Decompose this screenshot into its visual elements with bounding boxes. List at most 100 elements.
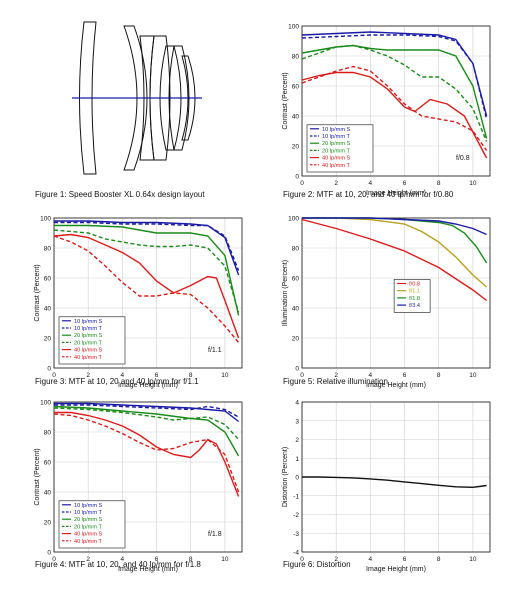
series-line-1 <box>54 221 240 271</box>
x-tick-label: 0 <box>52 556 56 563</box>
f-number-annotation: f/0.8 <box>456 155 470 162</box>
lens-layout-drawing <box>72 21 202 175</box>
x-tick-label: 4 <box>369 372 373 379</box>
x-tick-label: 0 <box>52 372 56 379</box>
y-tick-label: 80 <box>292 246 300 253</box>
y-tick-label: 40 <box>292 306 300 313</box>
x-tick-label: 6 <box>403 372 407 379</box>
x-tick-label: 8 <box>437 556 441 563</box>
series-line-1 <box>301 34 488 120</box>
y-tick-label: 0 <box>47 550 51 557</box>
y-tick-label: -1 <box>293 493 299 500</box>
series-line-5 <box>301 65 488 151</box>
legend-entry: f/1.8 <box>409 296 420 302</box>
series-line-4 <box>53 233 240 339</box>
legend-entry: f/1.1 <box>409 289 420 295</box>
x-tick-label: 4 <box>369 180 373 187</box>
lens-element-1 <box>79 21 97 175</box>
y-axis-label: Contrast (Percent) <box>34 264 41 321</box>
series-line-3 <box>301 44 488 142</box>
y-tick-label: 40 <box>44 306 52 313</box>
y-tick-label: 20 <box>292 144 300 151</box>
distortion-chart: -4 -3 -2 -1 0 1 2 3 4 0 2 4 6 8 10 Image Height (mm) Dis… <box>278 394 500 574</box>
y-tick-label: 60 <box>44 460 52 467</box>
y-tick-label: 2 <box>295 437 299 444</box>
y-tick-label: -2 <box>293 512 299 519</box>
series-line-4 <box>301 71 488 159</box>
figure-6-caption: Figure 6: Distortion <box>283 560 351 569</box>
y-tick-label: 100 <box>288 24 299 31</box>
series-line-5 <box>53 235 240 343</box>
x-tick-label: 8 <box>189 556 193 563</box>
x-tick-label: 4 <box>121 372 125 379</box>
legend-entry: 20 lp/mm T <box>74 524 102 530</box>
fig4-svg: 0 20 40 60 80 100 0 2 4 6 8 10 Image Height (mm) Cont… <box>34 400 243 573</box>
legend-entry: 10 lp/mm T <box>322 134 350 140</box>
fig6-svg: -4 -3 -2 -1 0 1 2 3 4 0 2 4 6 8 10 Image Height (mm) Dis… <box>282 400 491 573</box>
series-line-0 <box>54 402 240 423</box>
legend-box <box>58 316 126 365</box>
y-tick-label: 100 <box>40 400 51 407</box>
plot-frame <box>53 217 243 369</box>
y-tick-label: 80 <box>292 54 300 61</box>
series-line-0 <box>301 218 488 302</box>
x-tick-label: 2 <box>86 372 90 379</box>
series-line-5 <box>53 413 240 493</box>
x-axis-label: Image Height (mm) <box>366 566 426 573</box>
x-tick-label: 0 <box>300 372 304 379</box>
x-tick-label: 2 <box>334 372 338 379</box>
x-tick-label: 10 <box>469 372 477 379</box>
y-tick-label: 100 <box>40 216 51 223</box>
lens-layout-figure <box>62 18 212 178</box>
series-line-0 <box>54 220 240 276</box>
mtf-f11-chart: 0 20 40 60 80 100 0 2 4 6 8 10 Image Height (mm) Cont… <box>30 210 252 390</box>
series-line-2 <box>53 405 240 457</box>
y-tick-label: 4 <box>295 400 299 407</box>
series-line-2 <box>54 224 240 316</box>
figure-4-caption: Figure 4: MTF at 10, 20, and 40 lp/mm fo… <box>35 560 201 569</box>
legend-entry: 10 lp/mm T <box>74 326 102 332</box>
legend-entry: f/0.8 <box>409 282 420 288</box>
y-tick-label: 80 <box>44 246 52 253</box>
series-line-0 <box>302 476 487 489</box>
x-axis-label: Image Height (mm) <box>366 382 426 389</box>
series-line-3 <box>302 217 487 236</box>
fig2-svg: 0 20 40 60 80 100 0 2 4 6 8 10 Image Height (mm) Cont… <box>282 24 491 197</box>
x-tick-label: 8 <box>189 372 193 379</box>
legend-box <box>58 500 126 549</box>
legend-entry: 40 lp/mm S <box>322 156 351 162</box>
x-tick-label: 10 <box>469 556 477 563</box>
relative-illumination-chart: 0 20 40 60 80 100 0 2 4 6 8 10 Image Height (mm) Illu… <box>278 210 500 390</box>
y-axis-label: Distortion (Percent) <box>282 447 289 507</box>
legend-entry: 10 lp/mm T <box>74 510 102 516</box>
y-tick-label: 60 <box>44 276 52 283</box>
plot-frame <box>301 25 491 177</box>
x-tick-label: 0 <box>300 556 304 563</box>
series-line-3 <box>53 407 240 440</box>
y-tick-label: 1 <box>295 456 299 463</box>
x-tick-label: 4 <box>121 556 125 563</box>
x-axis-label: Image Height (mm) <box>118 382 178 389</box>
y-tick-label: 0 <box>47 366 51 373</box>
y-tick-label: 60 <box>292 84 300 91</box>
fig5-svg: 0 20 40 60 80 100 0 2 4 6 8 10 Image Height (mm) Illu… <box>282 216 491 389</box>
y-tick-label: 0 <box>295 174 299 181</box>
x-tick-label: 6 <box>155 556 159 563</box>
series-line-4 <box>54 411 240 497</box>
f-number-annotation: f/1.1 <box>208 347 222 354</box>
x-tick-label: 8 <box>437 180 441 187</box>
x-tick-label: 6 <box>403 180 407 187</box>
mtf-f18-chart: 0 20 40 60 80 100 0 2 4 6 8 10 Image Height (mm) Cont… <box>30 394 252 574</box>
legend-entry: 40 lp/mm T <box>74 539 102 545</box>
x-tick-label: 6 <box>155 372 159 379</box>
x-tick-label: 2 <box>334 556 338 563</box>
x-tick-label: 0 <box>300 180 304 187</box>
lens-element-2 <box>123 25 148 171</box>
x-tick-label: 4 <box>369 556 373 563</box>
plot-frame <box>301 217 491 369</box>
y-axis-label: Contrast (Percent) <box>34 448 41 505</box>
x-tick-label: 6 <box>403 556 407 563</box>
series-line-2 <box>301 44 488 139</box>
y-tick-label: 3 <box>295 418 299 425</box>
lens-element-6 <box>173 45 190 151</box>
